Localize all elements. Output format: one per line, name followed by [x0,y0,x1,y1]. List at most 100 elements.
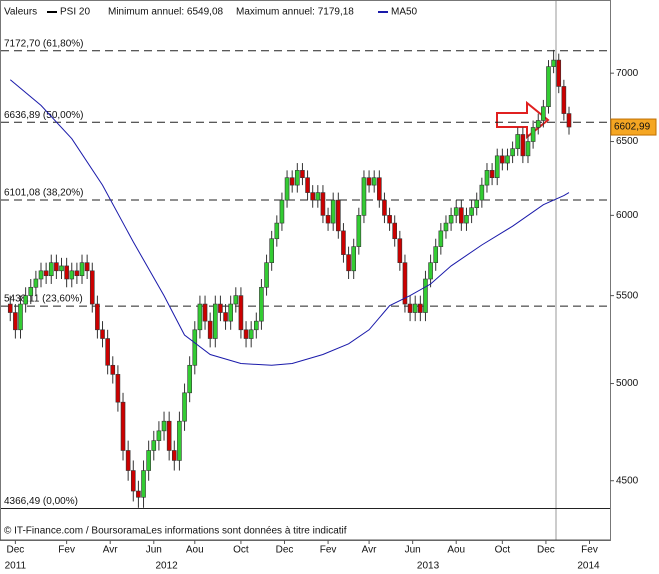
candle-body [218,303,223,313]
candle-body [54,262,59,272]
candle-body [115,374,121,403]
candle-body [79,262,85,277]
candle-body [366,177,372,186]
candle-body [500,155,505,164]
candle-body [74,270,80,277]
candle-body [13,312,18,331]
candle-body [125,450,131,471]
candle-body [64,265,69,280]
candle-body [525,141,531,157]
candle-body [494,155,500,179]
candle-body [100,329,105,339]
candle-body [443,222,449,232]
candle-body [212,303,218,339]
fib-label: 7172,70 (61,80%) [4,38,84,49]
x-tick-label: Oct [495,545,511,556]
x-tick-label: Dec [276,545,294,556]
candle-body [192,329,198,366]
candle-body [341,230,346,255]
max-label: Maximum annuel: 7179,18 [236,7,354,18]
candle-body [397,238,403,263]
candle-body [202,303,208,322]
candle-body [182,392,187,422]
plot-frame [0,0,611,541]
candle-body [361,177,367,216]
candle-body [320,192,326,216]
candle-body [33,278,39,288]
candle-body [187,364,192,394]
candle-body [371,177,377,186]
x-tick-label: Jun [405,545,421,556]
candle-body [325,215,331,224]
candle-body [89,270,95,305]
candle-body [305,177,310,193]
legend-label: Valeurs [4,7,37,18]
candle-body [438,230,444,247]
x-tick-label: Fev [58,545,75,556]
y-tick-label: 5500 [616,290,639,301]
candle-body [459,207,464,224]
x-tick-label: Dec [6,545,24,556]
y-tick-label: 5000 [616,378,639,389]
candle-body [136,490,141,498]
footer: © IT-Finance.com / BoursoramaLes informa… [4,526,347,537]
candle-body [474,199,480,209]
candle-body [264,262,269,288]
year-label: 2012 [155,561,178,572]
y-tick-label: 7000 [616,68,639,79]
candle-body [28,286,34,296]
candle-body [484,170,490,186]
candle-body [269,238,274,263]
candle-body [412,303,418,313]
candle-body [120,401,126,451]
year-label: 2014 [577,561,600,572]
candle-body [161,420,167,432]
x-tick-label: Fev [320,545,337,556]
candle-body [223,312,228,322]
candle-body [346,254,351,272]
candle-body [541,106,546,121]
candle-body [453,207,459,216]
candle-body [336,199,341,232]
candle-body [84,262,90,272]
candle-body [330,199,336,224]
fib-label: 5438,11 (23,60%) [4,294,83,305]
candle-body [48,262,54,277]
candle-body [18,303,23,331]
year-label: 2013 [417,561,440,572]
candle-body [530,127,536,142]
candle-body [254,320,259,331]
ma-line [9,79,570,366]
candle-body [382,199,387,216]
candle-body [43,270,49,277]
candle-body [423,278,428,313]
candle-body [566,113,572,128]
x-tick-label: Jun [146,545,162,556]
candle-body [289,177,295,186]
candle-body [510,148,515,157]
candle-body [433,246,439,263]
candle-body [551,59,556,67]
candle-body [151,440,157,451]
candle-body [105,338,110,366]
fib-label: 6101,08 (38,20%) [4,188,84,199]
y-tick-label: 4500 [616,475,639,486]
fib-label: 4366,49 (0,00%) [4,496,78,507]
x-tick-label: Avr [362,545,377,556]
last-price-box [610,118,657,136]
candle-body [469,207,474,216]
candle-body [535,120,541,128]
candle-body [418,303,423,313]
x-tick-label: Aou [186,545,204,556]
candle-body [561,86,567,114]
last-price-label: 6602,99 [614,122,651,133]
candle-body [464,215,469,224]
candle-body [197,303,203,331]
candle-body [110,364,116,375]
candle-body [177,420,182,461]
candle-body [156,430,162,441]
candle-body [130,470,136,492]
min-label: Minimum annuel: 6549,08 [108,7,224,18]
candle-body [315,192,321,201]
